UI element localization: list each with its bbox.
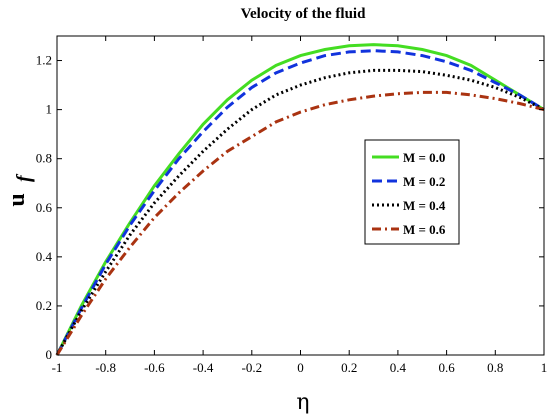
y-tick-label: 0.8 — [36, 151, 52, 166]
y-tick-label: 1.2 — [36, 53, 52, 68]
x-tick-label: -0.4 — [193, 360, 214, 375]
y-axis-label-group: u f — [4, 173, 35, 207]
y-tick-label: 0 — [46, 347, 53, 362]
series-line-2 — [55, 68, 545, 356]
x-tick-label: 0 — [297, 360, 304, 375]
series-line-3 — [55, 90, 545, 356]
y-tick-label: 0.4 — [36, 249, 53, 264]
series-line-1 — [55, 49, 545, 356]
chart-title: Velocity of the fluid — [241, 6, 367, 22]
x-tick-label: -0.2 — [242, 360, 263, 375]
x-tick-label: 0.2 — [341, 360, 357, 375]
x-tick-label: -0.8 — [95, 360, 116, 375]
legend-label-0: M = 0.0 — [403, 150, 445, 165]
legend-label-1: M = 0.2 — [403, 174, 445, 189]
legend: M = 0.0 M = 0.2 M = 0.4 M = 0.6 — [364, 139, 460, 245]
series-line-0 — [55, 43, 545, 356]
y-axis-label-subscript: f — [13, 173, 35, 182]
legend-label-2: M = 0.4 — [403, 198, 446, 213]
x-tick-label: -0.6 — [144, 360, 165, 375]
x-tick-label: 0.8 — [487, 360, 503, 375]
x-tick-label: 0.4 — [390, 360, 407, 375]
x-tick-label: 1 — [541, 360, 548, 375]
x-tick-label: -1 — [52, 360, 63, 375]
x-axis-label: η — [296, 390, 309, 415]
y-tick-label: 1 — [46, 102, 53, 117]
legend-label-3: M = 0.6 — [403, 222, 446, 237]
y-tick-label: 0.6 — [36, 200, 53, 215]
x-tick-label: 0.6 — [438, 360, 455, 375]
y-axis-label: u — [4, 193, 30, 206]
y-tick-label: 0.2 — [36, 298, 52, 313]
